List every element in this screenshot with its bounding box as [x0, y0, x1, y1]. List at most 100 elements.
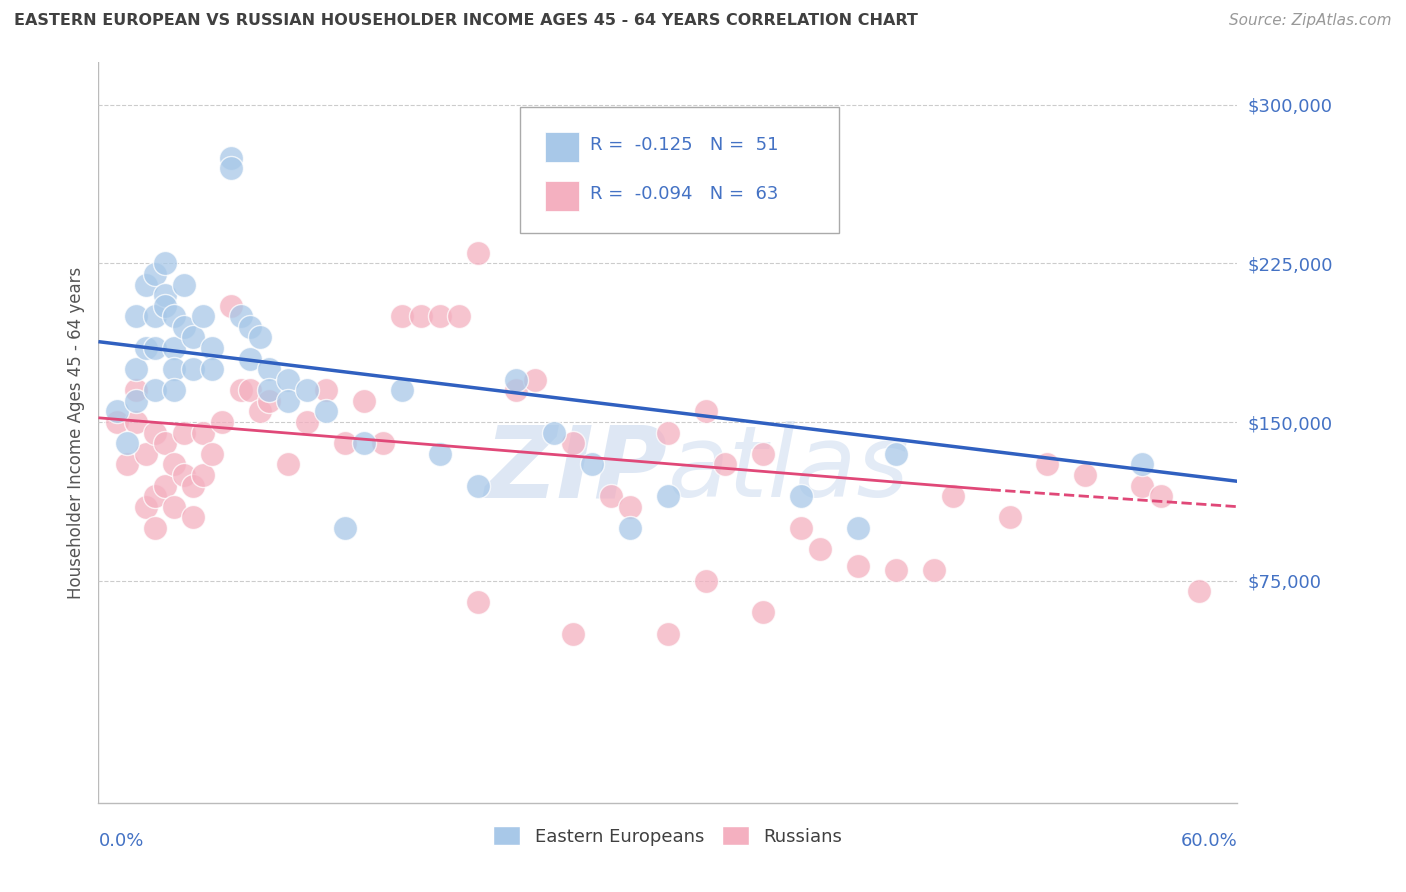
Point	[239, 351, 262, 366]
Point	[371, 436, 394, 450]
Point	[998, 510, 1021, 524]
Point	[411, 310, 433, 324]
Point	[125, 393, 148, 408]
Point	[153, 436, 176, 450]
Point	[183, 478, 205, 492]
Point	[145, 521, 167, 535]
Point	[145, 384, 167, 398]
Point	[449, 310, 471, 324]
Text: EASTERN EUROPEAN VS RUSSIAN HOUSEHOLDER INCOME AGES 45 - 64 YEARS CORRELATION CH: EASTERN EUROPEAN VS RUSSIAN HOUSEHOLDER …	[14, 13, 918, 29]
Point	[657, 626, 679, 640]
Point	[467, 245, 489, 260]
Point	[173, 425, 195, 440]
Point	[163, 384, 186, 398]
Point	[277, 373, 299, 387]
Point	[619, 521, 641, 535]
Point	[145, 425, 167, 440]
Point	[153, 299, 176, 313]
Point	[657, 489, 679, 503]
Point	[505, 384, 527, 398]
Point	[229, 310, 252, 324]
Point	[221, 299, 243, 313]
Point	[259, 393, 281, 408]
Point	[191, 467, 214, 482]
Point	[201, 341, 224, 355]
Point	[259, 362, 281, 376]
Point	[145, 341, 167, 355]
Point	[429, 310, 451, 324]
Point	[1132, 458, 1154, 472]
Point	[353, 393, 375, 408]
Point	[145, 267, 167, 281]
Point	[183, 510, 205, 524]
Point	[562, 436, 585, 450]
Point	[808, 541, 831, 556]
Point	[153, 288, 176, 302]
Point	[846, 558, 869, 573]
Point	[657, 425, 679, 440]
Point	[1132, 478, 1154, 492]
Point	[201, 362, 224, 376]
Point	[221, 151, 243, 165]
Point	[239, 319, 262, 334]
Point	[191, 310, 214, 324]
Point	[429, 447, 451, 461]
Point	[846, 521, 869, 535]
Point	[1036, 458, 1059, 472]
Point	[201, 447, 224, 461]
Point	[562, 626, 585, 640]
Point	[942, 489, 965, 503]
Text: 60.0%: 60.0%	[1181, 832, 1237, 850]
Point	[173, 467, 195, 482]
Point	[600, 489, 623, 503]
Point	[695, 404, 717, 418]
Point	[1074, 467, 1097, 482]
Point	[335, 521, 357, 535]
Point	[884, 447, 907, 461]
Point	[259, 384, 281, 398]
Point	[315, 384, 337, 398]
Point	[249, 404, 271, 418]
Y-axis label: Householder Income Ages 45 - 64 years: Householder Income Ages 45 - 64 years	[66, 267, 84, 599]
Point	[277, 393, 299, 408]
Point	[297, 415, 319, 429]
Point	[163, 341, 186, 355]
Point	[191, 425, 214, 440]
Point	[790, 521, 813, 535]
Point	[135, 500, 157, 514]
Point	[581, 458, 603, 472]
Point	[229, 384, 252, 398]
Point	[221, 161, 243, 176]
FancyBboxPatch shape	[520, 107, 839, 233]
Text: atlas: atlas	[668, 421, 910, 518]
Point	[1188, 584, 1211, 599]
Point	[249, 330, 271, 344]
FancyBboxPatch shape	[546, 181, 579, 211]
Text: ZIP: ZIP	[485, 421, 668, 518]
Point	[790, 489, 813, 503]
Point	[391, 384, 413, 398]
Point	[239, 384, 262, 398]
Point	[173, 277, 195, 292]
Point	[922, 563, 945, 577]
Point	[543, 425, 565, 440]
Point	[107, 404, 129, 418]
Point	[115, 458, 138, 472]
Point	[173, 319, 195, 334]
Point	[125, 415, 148, 429]
Point	[125, 310, 148, 324]
Point	[163, 500, 186, 514]
Point	[211, 415, 233, 429]
Point	[467, 595, 489, 609]
Point	[353, 436, 375, 450]
Point	[505, 373, 527, 387]
Point	[335, 436, 357, 450]
Point	[1150, 489, 1173, 503]
Point	[752, 447, 775, 461]
Point	[153, 256, 176, 270]
Point	[315, 404, 337, 418]
Point	[135, 447, 157, 461]
Text: R =  -0.125   N =  51: R = -0.125 N = 51	[591, 136, 779, 154]
Text: 0.0%: 0.0%	[98, 832, 143, 850]
Text: Source: ZipAtlas.com: Source: ZipAtlas.com	[1229, 13, 1392, 29]
